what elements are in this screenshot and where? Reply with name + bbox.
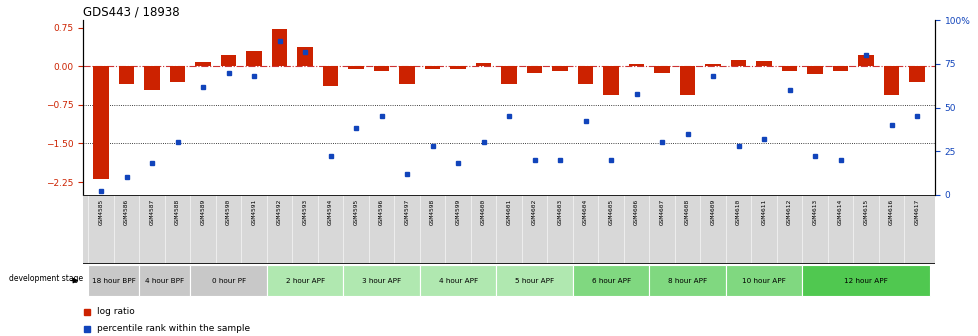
Text: 12 hour APF: 12 hour APF <box>843 278 887 284</box>
Text: GSM4595: GSM4595 <box>353 198 358 224</box>
Text: GSM4601: GSM4601 <box>506 198 511 224</box>
Bar <box>552 67 567 71</box>
Bar <box>526 67 542 73</box>
Bar <box>450 67 466 70</box>
Bar <box>496 265 572 296</box>
Bar <box>424 67 440 69</box>
Text: 8 hour APF: 8 hour APF <box>667 278 706 284</box>
Text: GSM4598: GSM4598 <box>429 198 434 224</box>
Text: GSM4608: GSM4608 <box>685 198 689 224</box>
Bar <box>731 60 745 67</box>
Bar <box>883 67 899 95</box>
Text: GSM4602: GSM4602 <box>531 198 537 224</box>
Text: GSM4589: GSM4589 <box>200 198 205 224</box>
Bar <box>88 265 139 296</box>
Bar <box>139 265 190 296</box>
Bar <box>343 265 420 296</box>
Bar <box>807 67 822 74</box>
Bar <box>297 47 312 67</box>
Text: GSM4603: GSM4603 <box>557 198 562 224</box>
Text: GSM4593: GSM4593 <box>302 198 307 224</box>
Bar <box>475 63 491 67</box>
Text: GSM4612: GSM4612 <box>786 198 791 224</box>
Text: GSM4610: GSM4610 <box>735 198 740 224</box>
Text: GSM4607: GSM4607 <box>659 198 664 224</box>
Text: 18 hour BPF: 18 hour BPF <box>92 278 136 284</box>
Text: GSM4615: GSM4615 <box>863 198 867 224</box>
Bar <box>221 55 236 67</box>
Text: GSM4617: GSM4617 <box>913 198 918 224</box>
Text: GSM4599: GSM4599 <box>455 198 460 224</box>
Bar <box>190 265 267 296</box>
Text: 4 hour APF: 4 hour APF <box>438 278 477 284</box>
Text: GSM4590: GSM4590 <box>226 198 231 224</box>
Bar <box>348 67 364 69</box>
Bar <box>399 67 415 84</box>
Bar <box>374 67 389 71</box>
Text: GSM4614: GSM4614 <box>837 198 842 224</box>
Text: GSM4592: GSM4592 <box>277 198 282 224</box>
Text: GSM4611: GSM4611 <box>761 198 766 224</box>
Bar <box>272 30 287 67</box>
Text: GSM4604: GSM4604 <box>583 198 588 224</box>
Bar <box>802 265 929 296</box>
Bar <box>267 265 343 296</box>
Text: development stage: development stage <box>9 275 83 283</box>
Bar <box>725 265 802 296</box>
Text: 5 hour APF: 5 hour APF <box>514 278 554 284</box>
Bar <box>781 67 796 71</box>
Bar <box>196 62 210 67</box>
Text: GSM4597: GSM4597 <box>404 198 409 224</box>
Text: GSM4594: GSM4594 <box>328 198 333 224</box>
Text: log ratio: log ratio <box>97 307 134 316</box>
Text: GSM4591: GSM4591 <box>251 198 256 224</box>
Text: GSM4586: GSM4586 <box>124 198 129 224</box>
Bar <box>170 67 185 82</box>
Text: GSM4605: GSM4605 <box>608 198 613 224</box>
Bar <box>145 67 159 89</box>
Text: 3 hour APF: 3 hour APF <box>362 278 401 284</box>
Bar <box>756 61 771 67</box>
Bar <box>323 67 337 86</box>
Bar <box>602 67 618 95</box>
Text: GSM4585: GSM4585 <box>99 198 104 224</box>
Text: GSM4588: GSM4588 <box>175 198 180 224</box>
Bar <box>93 67 109 179</box>
Bar <box>705 64 720 67</box>
Bar <box>118 67 134 84</box>
Text: 0 hour PF: 0 hour PF <box>211 278 245 284</box>
Bar <box>628 64 644 67</box>
Text: GSM4613: GSM4613 <box>812 198 817 224</box>
Text: GSM4587: GSM4587 <box>150 198 155 224</box>
Text: GDS443 / 18938: GDS443 / 18938 <box>83 6 180 19</box>
Bar <box>648 265 725 296</box>
Text: 2 hour APF: 2 hour APF <box>286 278 325 284</box>
Bar <box>832 67 847 71</box>
Bar <box>858 55 872 67</box>
Text: 10 hour APF: 10 hour APF <box>741 278 785 284</box>
Text: 4 hour BPF: 4 hour BPF <box>145 278 184 284</box>
Bar <box>680 67 694 95</box>
Bar <box>501 67 516 84</box>
Bar <box>420 265 496 296</box>
Text: GSM4606: GSM4606 <box>634 198 639 224</box>
Bar <box>577 67 593 84</box>
Bar <box>246 51 261 67</box>
Bar <box>572 265 648 296</box>
Text: GSM4600: GSM4600 <box>480 198 486 224</box>
Text: percentile rank within the sample: percentile rank within the sample <box>97 324 249 333</box>
Text: GSM4616: GSM4616 <box>888 198 893 224</box>
Text: GSM4609: GSM4609 <box>710 198 715 224</box>
Text: GSM4596: GSM4596 <box>378 198 383 224</box>
Bar <box>653 67 669 73</box>
Text: 6 hour APF: 6 hour APF <box>591 278 630 284</box>
Bar <box>909 67 924 82</box>
